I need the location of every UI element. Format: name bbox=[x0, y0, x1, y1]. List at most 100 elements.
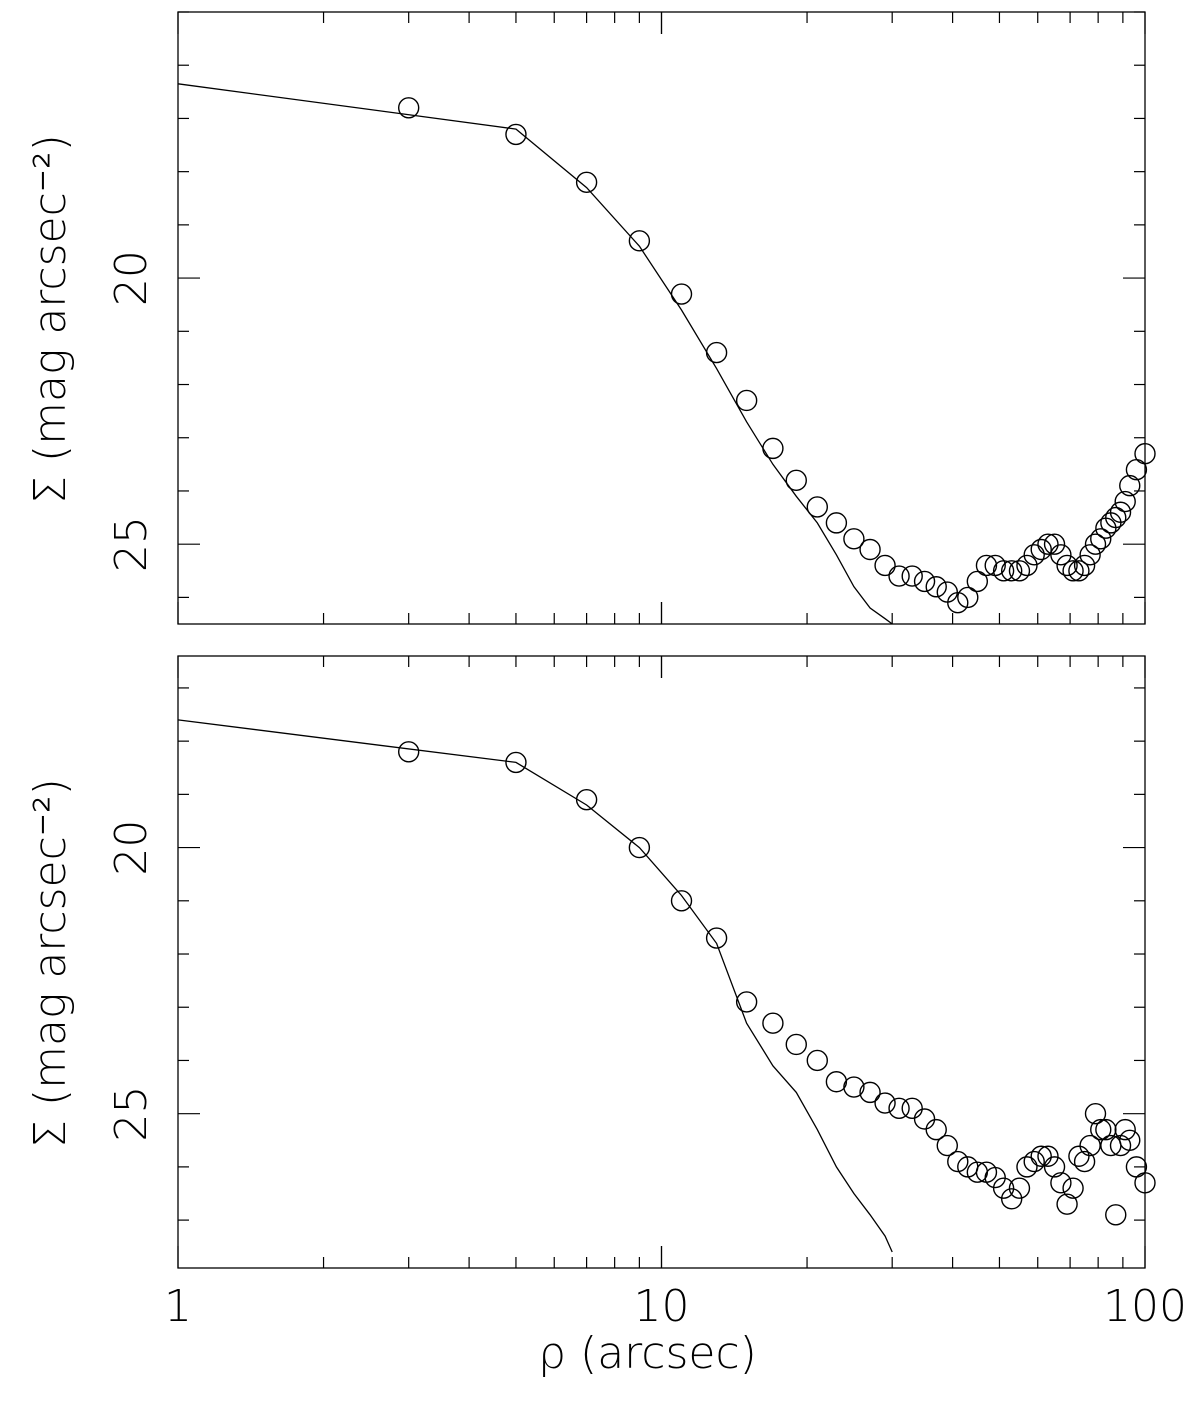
data-point bbox=[1119, 474, 1141, 497]
data-point bbox=[1043, 533, 1066, 555]
data-point bbox=[825, 512, 848, 534]
data-point bbox=[762, 1012, 784, 1034]
data-point bbox=[984, 1166, 1006, 1189]
data-point bbox=[397, 97, 420, 119]
data-point bbox=[806, 496, 828, 518]
data-point bbox=[913, 570, 936, 593]
y-tick-label: 25 bbox=[106, 516, 157, 572]
x-ticks-top bbox=[177, 12, 1146, 624]
data-point bbox=[1105, 1204, 1127, 1226]
data-point bbox=[1008, 560, 1031, 582]
data-point bbox=[1073, 1150, 1096, 1173]
data-point bbox=[1125, 458, 1148, 481]
data-point bbox=[1073, 554, 1096, 577]
data-point bbox=[1062, 560, 1084, 582]
data-point bbox=[947, 592, 969, 614]
data-point bbox=[628, 230, 651, 252]
data-point bbox=[901, 1097, 923, 1120]
x-tick-label: 100 bbox=[1103, 1281, 1187, 1332]
data-point bbox=[925, 1118, 947, 1141]
data-point bbox=[992, 1177, 1015, 1199]
data-point bbox=[1037, 533, 1059, 555]
data-point bbox=[1062, 1177, 1084, 1199]
data-point bbox=[1084, 1102, 1107, 1125]
data-point bbox=[888, 1097, 910, 1120]
data-point bbox=[705, 341, 728, 364]
data-point bbox=[670, 890, 693, 912]
data-point bbox=[670, 283, 693, 305]
data-point bbox=[785, 1033, 807, 1056]
data-point bbox=[1030, 538, 1052, 561]
data-point bbox=[859, 538, 881, 561]
data-point bbox=[1068, 560, 1090, 582]
data-point bbox=[1050, 544, 1072, 566]
data-point bbox=[1114, 490, 1136, 513]
data-point bbox=[936, 581, 958, 603]
data-point bbox=[1105, 506, 1127, 529]
data-point bbox=[505, 751, 527, 774]
data-point bbox=[1056, 1193, 1078, 1215]
data-point bbox=[575, 788, 598, 811]
model-line-bottom bbox=[177, 719, 893, 1253]
data-point bbox=[1000, 560, 1023, 582]
y-tick-label: 25 bbox=[106, 1086, 157, 1142]
data-point bbox=[901, 565, 923, 587]
data-point bbox=[936, 1134, 958, 1157]
x-tick-label: 10 bbox=[634, 1281, 690, 1332]
x-tick-label: 1 bbox=[164, 1281, 192, 1332]
y-ticks-top bbox=[178, 11, 1145, 598]
data-point bbox=[1016, 1156, 1038, 1178]
x-axis-label: ρ (arcsec) bbox=[538, 1328, 757, 1379]
data-point bbox=[735, 389, 758, 412]
data-point bbox=[1090, 1118, 1112, 1141]
data-point bbox=[1056, 554, 1078, 577]
y-axis-label-bottom: Σ (mag arcsec⁻²) bbox=[25, 778, 76, 1148]
y-ticks-bottom bbox=[178, 687, 1145, 1221]
data-point bbox=[1134, 443, 1156, 465]
data-point bbox=[397, 741, 420, 763]
data-markers-bottom bbox=[397, 741, 1156, 1226]
data-point bbox=[859, 1081, 881, 1104]
data-markers-top bbox=[397, 97, 1156, 614]
data-point bbox=[1090, 528, 1112, 550]
data-point bbox=[1050, 1172, 1072, 1194]
data-point bbox=[1023, 544, 1045, 566]
data-point bbox=[874, 1092, 896, 1114]
data-point bbox=[628, 836, 651, 859]
data-point bbox=[1109, 501, 1132, 523]
data-point bbox=[1119, 1129, 1141, 1151]
data-point bbox=[966, 570, 989, 593]
data-point bbox=[957, 586, 979, 609]
data-point bbox=[1079, 544, 1101, 566]
data-point bbox=[1000, 1188, 1023, 1210]
data-point bbox=[1023, 1150, 1045, 1173]
y-tick-label: 20 bbox=[106, 250, 157, 306]
data-point bbox=[1084, 533, 1107, 555]
data-point bbox=[843, 528, 865, 550]
data-point bbox=[888, 565, 910, 587]
x-ticks-bottom bbox=[177, 656, 1146, 1268]
data-point bbox=[843, 1076, 865, 1098]
data-point bbox=[575, 171, 598, 193]
data-point bbox=[1068, 1145, 1090, 1167]
data-point bbox=[947, 1150, 969, 1173]
data-point bbox=[762, 437, 784, 460]
data-point bbox=[1114, 1118, 1136, 1141]
x-tick-labels-bottom: 1 10 100 bbox=[164, 1281, 1187, 1332]
data-point bbox=[925, 576, 947, 598]
data-point bbox=[975, 554, 998, 577]
data-point bbox=[1043, 1156, 1066, 1178]
y-tick-label: 20 bbox=[106, 820, 157, 876]
data-point bbox=[1079, 1134, 1101, 1157]
plot-frame-bottom bbox=[177, 655, 1146, 1269]
data-point bbox=[992, 560, 1015, 582]
data-point bbox=[1134, 1172, 1156, 1194]
data-point bbox=[505, 123, 527, 146]
data-point bbox=[913, 1108, 936, 1130]
data-point bbox=[825, 1071, 848, 1093]
data-point bbox=[785, 469, 807, 492]
